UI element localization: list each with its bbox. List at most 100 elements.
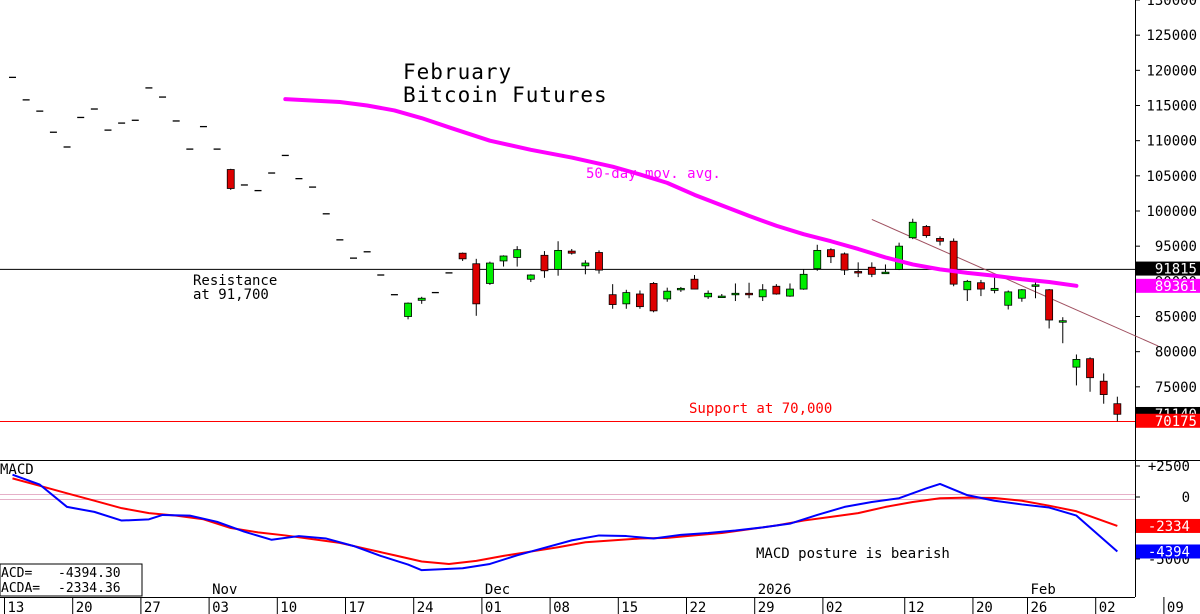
candle bbox=[936, 236, 944, 246]
candle bbox=[1045, 289, 1054, 329]
candle bbox=[1099, 373, 1108, 404]
candle bbox=[772, 284, 781, 295]
price-tag-bg bbox=[1136, 413, 1200, 428]
candle bbox=[895, 242, 903, 271]
candle-body bbox=[513, 249, 522, 258]
macd-panel-title: MACD bbox=[0, 462, 34, 478]
candle bbox=[690, 275, 699, 290]
macd-tag-text: -4394 bbox=[1148, 544, 1190, 560]
candle bbox=[799, 269, 808, 290]
y-tick-label: 75000 bbox=[1155, 380, 1197, 396]
macda-legend-value: -2334.36 bbox=[58, 581, 121, 596]
candle-body bbox=[745, 292, 753, 296]
candle-body bbox=[404, 302, 412, 317]
candle bbox=[472, 258, 481, 316]
candle-body bbox=[1113, 403, 1122, 415]
candle bbox=[1072, 354, 1081, 386]
chart-subtitle: Bitcoin Futures bbox=[403, 83, 608, 107]
candle-body bbox=[990, 287, 999, 291]
macd-tag: -4394 bbox=[1136, 544, 1200, 560]
y-tick-label: 115000 bbox=[1146, 99, 1197, 115]
month-label: Nov bbox=[212, 582, 237, 598]
macd-tag-text: -2334 bbox=[1148, 519, 1190, 535]
candle bbox=[949, 238, 958, 287]
candle bbox=[922, 225, 931, 238]
candlestick-series bbox=[9, 76, 1122, 422]
trendline-segment bbox=[871, 218, 1159, 347]
y-tick-label: 85000 bbox=[1155, 310, 1197, 326]
candle-body bbox=[895, 245, 903, 270]
month-label: Feb bbox=[1031, 582, 1056, 598]
candle-body bbox=[717, 295, 726, 299]
candle bbox=[554, 241, 562, 276]
candle bbox=[485, 261, 494, 285]
candle-body bbox=[226, 169, 235, 189]
candle-body bbox=[786, 288, 794, 297]
candle-body bbox=[690, 278, 699, 290]
candle-body bbox=[731, 292, 740, 296]
candle-body bbox=[1058, 320, 1067, 323]
candle-body bbox=[1072, 359, 1081, 368]
price-tag: 89361 bbox=[1136, 278, 1200, 295]
candle-body bbox=[1004, 291, 1013, 306]
candle bbox=[731, 283, 740, 302]
candle bbox=[717, 293, 726, 299]
candle bbox=[595, 250, 603, 274]
candle-body bbox=[881, 271, 890, 275]
candle-body bbox=[1017, 289, 1026, 299]
candle-body bbox=[458, 252, 467, 260]
macd-tag: -2334 bbox=[1136, 518, 1200, 535]
candle bbox=[813, 244, 822, 271]
price-tag-text: 70175 bbox=[1155, 414, 1197, 430]
candle-body bbox=[840, 253, 849, 271]
macda-legend-label: ACDA= bbox=[1, 581, 40, 596]
candle-body bbox=[485, 262, 494, 284]
price-tag-text: 91815 bbox=[1155, 262, 1197, 278]
candle-body bbox=[949, 240, 958, 285]
candle bbox=[827, 248, 835, 264]
candle-body bbox=[567, 250, 576, 254]
x-tick-label: 24 bbox=[417, 600, 434, 614]
x-tick-label: 22 bbox=[690, 600, 707, 614]
candle-body bbox=[799, 273, 808, 290]
macd-reference-lines bbox=[0, 494, 1135, 500]
y-tick-label: 125000 bbox=[1146, 28, 1197, 44]
x-tick-label: 01 bbox=[485, 600, 502, 614]
candle-body bbox=[649, 283, 658, 312]
candle-body bbox=[867, 266, 876, 275]
macd-price-tags: -2334 -4394 bbox=[1136, 518, 1200, 560]
price-tag: 70175 bbox=[1136, 413, 1200, 430]
x-tick-label: 26 bbox=[1031, 600, 1048, 614]
candle-body bbox=[595, 252, 603, 271]
x-tick-label: 27 bbox=[144, 600, 161, 614]
macd-legend-value: -4394.30 bbox=[58, 566, 121, 581]
y-tick-label: 105000 bbox=[1146, 169, 1197, 185]
candle-body bbox=[908, 221, 917, 239]
macd-legend-label: ACD= bbox=[1, 566, 32, 581]
y-tick-label: 100000 bbox=[1146, 204, 1197, 220]
ma-line bbox=[283, 97, 1079, 288]
ma-label: 50-day mov. avg. bbox=[586, 166, 721, 182]
x-tick-label: 02 bbox=[826, 600, 843, 614]
y-tick-label: 110000 bbox=[1146, 134, 1197, 150]
candle bbox=[1086, 357, 1094, 392]
candle bbox=[404, 302, 412, 320]
candle bbox=[758, 284, 767, 302]
candle-body bbox=[663, 290, 672, 300]
y-tick-label: 80000 bbox=[1155, 345, 1197, 361]
candle bbox=[567, 248, 576, 255]
candle-body bbox=[540, 254, 549, 272]
candle bbox=[226, 168, 235, 190]
candle-body bbox=[827, 249, 835, 258]
candle bbox=[1058, 317, 1067, 344]
candle bbox=[608, 284, 617, 309]
candle bbox=[881, 264, 890, 275]
candle bbox=[581, 260, 590, 275]
price-tag-bg bbox=[1136, 261, 1200, 276]
candle bbox=[636, 290, 644, 309]
candle bbox=[977, 279, 985, 297]
candle bbox=[622, 289, 631, 309]
moving-average-series bbox=[283, 97, 1079, 288]
